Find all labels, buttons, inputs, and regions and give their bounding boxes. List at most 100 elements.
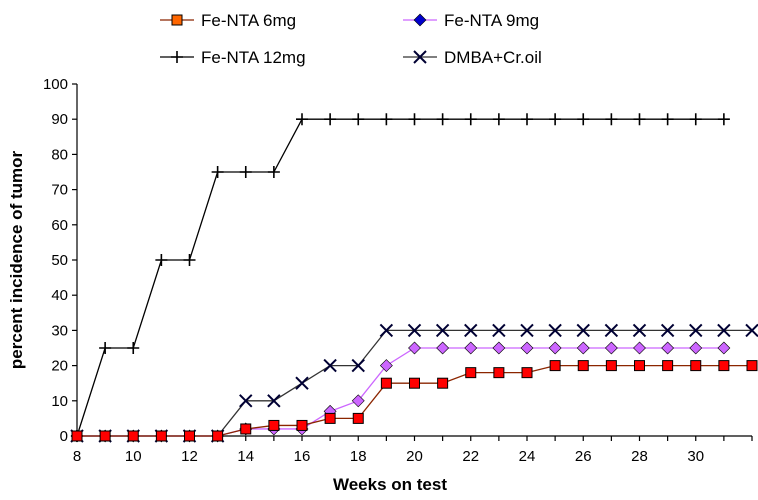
series-line: [77, 364, 752, 437]
y-tick-label: 80: [51, 146, 68, 163]
data-point: [493, 367, 505, 379]
data-point: [408, 341, 421, 355]
data-point: [464, 323, 478, 338]
data-point: [99, 342, 112, 354]
data-point: [409, 377, 420, 389]
data-point: [661, 341, 675, 355]
data-point: [548, 341, 562, 355]
data-point: [717, 323, 731, 338]
data-point: [634, 360, 645, 372]
x-tick-label: 24: [519, 448, 536, 465]
data-point: [352, 412, 364, 424]
data-point: [435, 323, 450, 338]
series-line: [76, 118, 724, 437]
data-point: [436, 341, 450, 355]
data-point: [492, 341, 506, 355]
x-axis-title: Weeks on test: [333, 475, 447, 494]
data-point: [71, 430, 83, 442]
legend-item: DMBA+Cr.oil: [403, 48, 542, 67]
data-point: [549, 360, 561, 372]
data-point: [211, 166, 224, 178]
y-tick-label: 90: [51, 111, 68, 128]
legend-swatch-marker: [171, 14, 183, 26]
data-point: [465, 367, 477, 379]
data-point: [689, 341, 703, 355]
x-tick-label: 22: [462, 448, 479, 465]
x-tick-label: 26: [575, 448, 592, 465]
data-point: [324, 412, 336, 424]
data-point: [184, 430, 195, 442]
data-point: [632, 323, 647, 338]
series-fe-nta-12mg: [71, 113, 730, 442]
data-point: [577, 113, 590, 126]
legend-label: Fe-NTA 12mg: [201, 48, 306, 67]
x-tick-label: 18: [350, 448, 367, 465]
data-point: [717, 341, 731, 355]
y-tick-label: 70: [51, 182, 68, 199]
data-point: [352, 113, 365, 126]
data-point: [660, 323, 675, 338]
data-point: [604, 341, 618, 355]
series-fe-nta-9mg: [70, 341, 731, 443]
legend-label: Fe-NTA 6mg: [201, 11, 296, 30]
y-tick-label: 30: [51, 322, 68, 339]
data-point: [380, 113, 393, 126]
x-tick-label: 16: [294, 448, 311, 465]
legend-label: Fe-NTA 9mg: [444, 11, 539, 30]
x-ticks: 8 10 12 14 16 18 20 22 24 26 28 30: [73, 436, 753, 465]
data-point: [323, 358, 337, 373]
data-point: [633, 341, 646, 355]
y-tick-label: 10: [51, 393, 68, 410]
legend-item: Fe-NTA 9mg: [403, 11, 539, 30]
data-point: [521, 113, 533, 126]
x-tick-label: 20: [406, 448, 423, 465]
data-point: [689, 323, 703, 338]
legend-item: Fe-NTA 6mg: [160, 11, 296, 30]
data-point: [690, 360, 702, 372]
data-point: [351, 358, 365, 373]
data-point: [689, 113, 702, 126]
x-tick-label: 30: [687, 448, 704, 465]
y-axis-title: percent incidence of tumor: [7, 151, 26, 370]
legend-swatch-marker: [413, 13, 427, 27]
axes: 0 10 20 30 40 50 60 70 80 90 100 8 10 12 14 16 18 20 22 24…: [43, 76, 753, 465]
data-point: [407, 323, 422, 338]
data-point: [576, 341, 590, 355]
data-point: [267, 394, 281, 408]
data-point: [380, 377, 392, 389]
data-point: [99, 430, 111, 442]
data-point: [548, 323, 562, 338]
legend: Fe-NTA 6mg Fe-NTA 9mg Fe-NTA 12mg DMBA+Cr.o…: [160, 11, 542, 67]
legend-swatch-marker: [413, 50, 427, 64]
data-point: [464, 113, 477, 126]
data-point: [521, 367, 533, 379]
legend-label: DMBA+Cr.oil: [444, 48, 542, 67]
data-point: [408, 113, 421, 126]
data-point: [717, 113, 730, 126]
data-point: [239, 166, 252, 178]
data-point: [183, 254, 196, 266]
data-point: [155, 254, 168, 266]
data-point: [605, 360, 617, 372]
x-tick-label: 14: [237, 448, 254, 465]
data-point: [127, 430, 139, 442]
data-point: [604, 323, 619, 338]
y-ticks: 0 10 20 30 40 50 60 70 80 90 100: [43, 76, 77, 445]
data-point: [351, 394, 365, 408]
data-point: [296, 419, 308, 431]
y-tick-label: 0: [60, 428, 68, 445]
x-tick-label: 12: [181, 448, 198, 465]
y-tick-label: 100: [43, 76, 68, 93]
series-line: [77, 347, 724, 437]
data-point: [745, 323, 758, 338]
x-tick-label: 8: [73, 448, 81, 465]
x-tick-label: 28: [631, 448, 648, 465]
series-layer: [70, 113, 758, 443]
series-fe-nta-6mg: [71, 360, 758, 442]
data-point: [379, 359, 393, 373]
data-point: [520, 341, 534, 355]
data-point: [324, 113, 337, 126]
data-point: [492, 323, 506, 338]
data-point: [464, 341, 478, 355]
data-point: [661, 113, 674, 126]
